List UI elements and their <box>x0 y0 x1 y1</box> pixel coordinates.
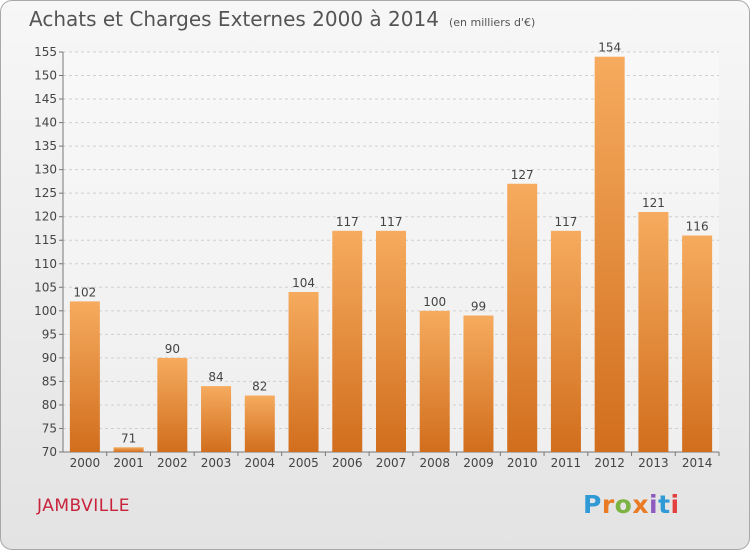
y-tick-label: 110 <box>34 257 57 271</box>
x-tick-label: 2010 <box>507 456 538 470</box>
commune-name: JAMBVILLE <box>37 496 130 516</box>
chart-title: Achats et Charges Externes 2000 à 2014 <box>29 7 439 31</box>
x-tick-label: 2002 <box>157 456 188 470</box>
x-tick-label: 2006 <box>332 456 363 470</box>
chart-title-block: Achats et Charges Externes 2000 à 2014 (e… <box>29 7 535 31</box>
y-tick-label: 100 <box>34 304 57 318</box>
x-tick-label: 2004 <box>245 456 276 470</box>
x-tick-label: 2001 <box>113 456 144 470</box>
data-label: 84 <box>208 370 223 384</box>
proxiti-logo: Proxiti <box>583 490 680 519</box>
data-label: 121 <box>642 196 665 210</box>
data-label: 100 <box>423 295 446 309</box>
x-tick-label: 2009 <box>463 456 494 470</box>
bar <box>419 310 450 452</box>
logo-letter: t <box>658 490 671 519</box>
data-label: 116 <box>686 220 709 234</box>
y-tick-label: 135 <box>34 139 57 153</box>
data-label: 127 <box>511 168 534 182</box>
bar <box>332 230 363 452</box>
y-tick-label: 75 <box>42 421 57 435</box>
x-tick-label: 2005 <box>288 456 319 470</box>
bar <box>682 235 713 452</box>
data-label: 90 <box>165 342 180 356</box>
data-label: 117 <box>380 215 403 229</box>
x-tick-label: 2008 <box>419 456 450 470</box>
bar <box>288 292 319 452</box>
bar <box>594 56 625 453</box>
bar <box>157 357 188 452</box>
chart-unit: (en milliers d'€) <box>448 16 536 29</box>
x-tick-label: 2003 <box>201 456 232 470</box>
data-label: 99 <box>471 300 486 314</box>
logo-letter: o <box>614 490 633 519</box>
y-tick-label: 85 <box>42 374 57 388</box>
data-label: 154 <box>598 41 621 55</box>
logo-letter: i <box>649 490 659 519</box>
bar <box>113 447 144 452</box>
bar <box>201 386 232 452</box>
y-tick-label: 80 <box>42 398 57 412</box>
x-tick-label: 2000 <box>70 456 101 470</box>
data-label: 71 <box>121 431 136 445</box>
logo-letter: r <box>601 490 615 519</box>
data-label: 102 <box>73 285 96 299</box>
logo-letter: P <box>583 490 602 519</box>
bar <box>550 230 581 452</box>
data-label: 82 <box>252 380 267 394</box>
y-tick-label: 120 <box>34 210 57 224</box>
logo-letter: i <box>670 490 680 519</box>
x-tick-label: 2014 <box>682 456 713 470</box>
y-tick-label: 90 <box>42 351 57 365</box>
y-tick-label: 115 <box>34 233 57 247</box>
x-tick-label: 2012 <box>594 456 625 470</box>
y-tick-label: 70 <box>42 445 57 459</box>
y-tick-label: 155 <box>34 45 57 59</box>
y-tick-label: 130 <box>34 163 57 177</box>
bar <box>638 212 669 452</box>
y-tick-label: 125 <box>34 186 57 200</box>
bar <box>507 183 538 452</box>
bar <box>69 301 100 452</box>
bar <box>463 315 494 452</box>
y-tick-label: 140 <box>34 116 57 130</box>
y-tick-label: 150 <box>34 69 57 83</box>
x-tick-label: 2007 <box>376 456 407 470</box>
y-tick-label: 105 <box>34 280 57 294</box>
bar <box>376 230 406 452</box>
data-label: 117 <box>336 215 359 229</box>
logo-letter: x <box>632 490 649 519</box>
data-label: 117 <box>554 215 577 229</box>
bar <box>244 395 275 452</box>
x-tick-label: 2013 <box>638 456 669 470</box>
data-label: 104 <box>292 276 315 290</box>
y-tick-label: 145 <box>34 92 57 106</box>
x-tick-label: 2011 <box>551 456 582 470</box>
y-tick-label: 95 <box>42 327 57 341</box>
